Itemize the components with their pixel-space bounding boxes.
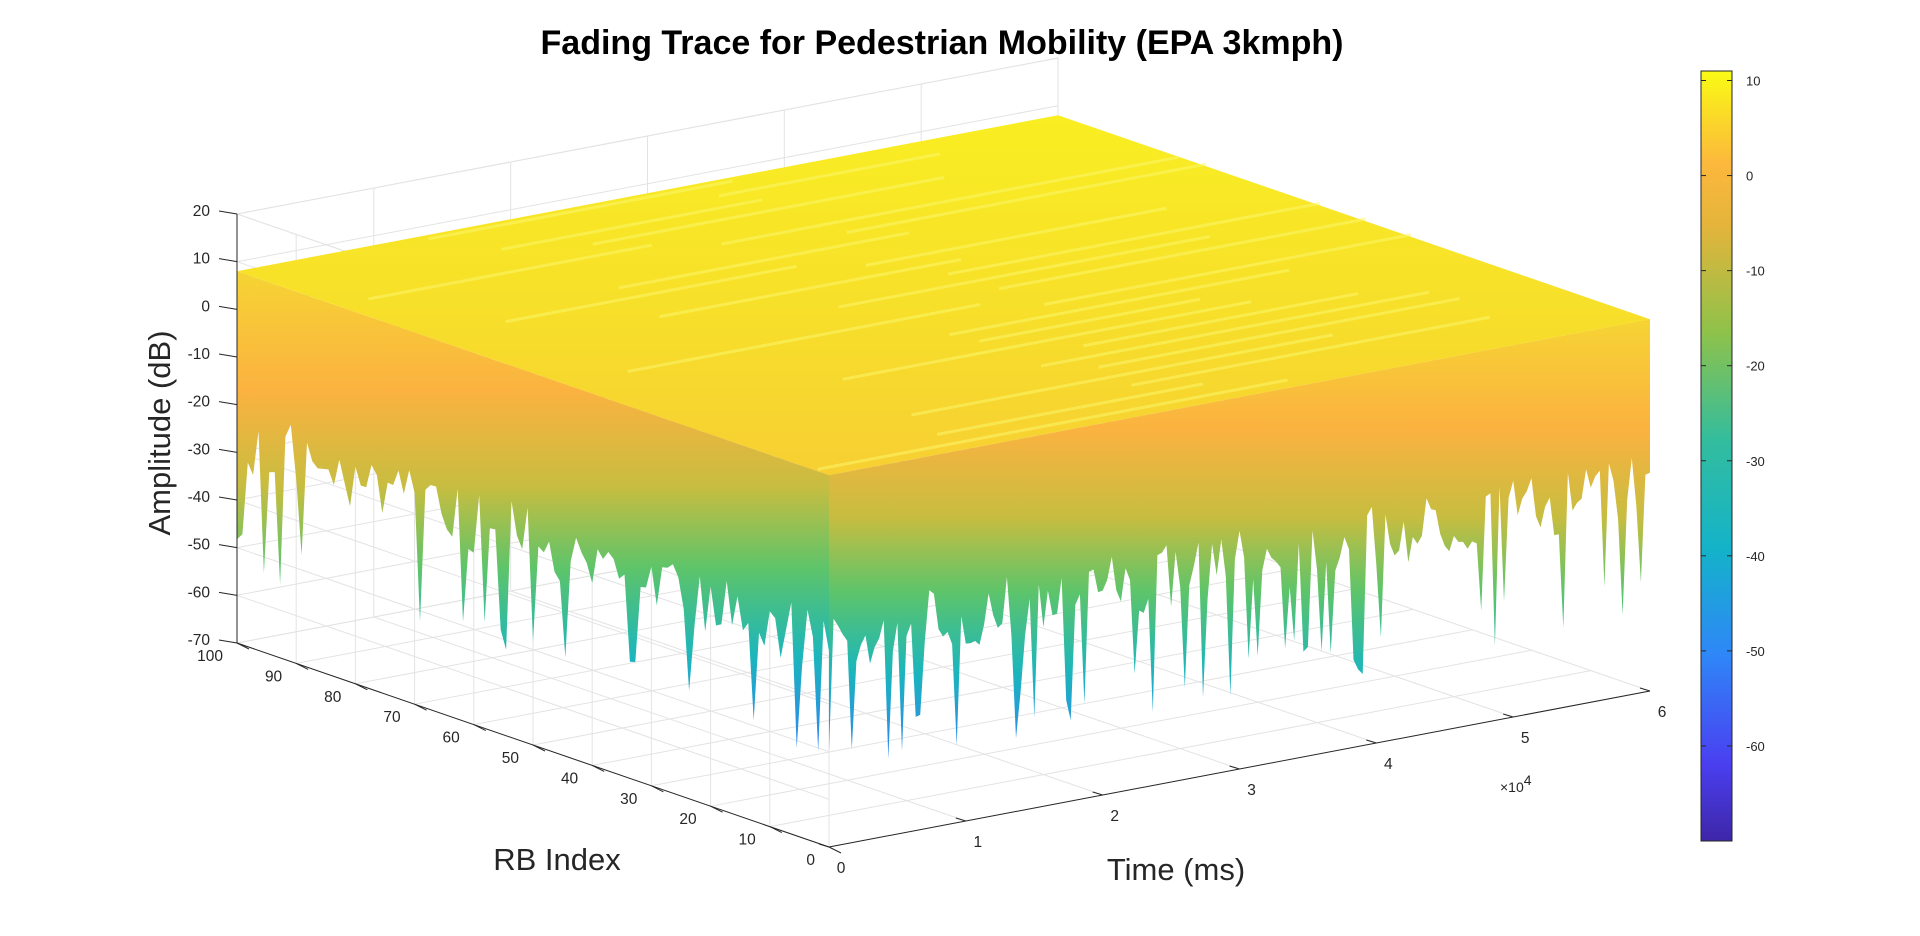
y-tick-label: 10 [739,832,757,849]
x-tick-label: 3 [1247,782,1256,799]
x-tick-label: 5 [1521,730,1530,747]
z-tick-label: -60 [188,584,211,601]
y-tick-label: 50 [502,750,520,767]
y-tick-label: 60 [443,730,461,747]
x-tick-label: 2 [1110,808,1119,825]
z-tick-label: -40 [188,489,211,506]
z-tick-label: -70 [188,632,211,649]
z-tick-label: 10 [193,251,211,268]
x-tick-label: 1 [974,834,983,851]
z-tick-label: 0 [201,298,210,315]
y-tick-label: 100 [197,648,223,665]
y-tick-label: 70 [383,709,401,726]
z-tick-label: 20 [193,203,211,220]
colorbar-tick-label: -60 [1746,739,1765,754]
y-tick-label: 80 [324,689,342,706]
x-tick-label: 4 [1384,756,1393,773]
z-tick-label: -20 [188,394,211,411]
colorbar-tick-label: 0 [1746,169,1753,184]
colorbar-gradient [1700,70,1733,842]
colorbar-tick-label: -50 [1746,644,1765,659]
colorbar-tick-label: -30 [1746,454,1765,469]
y-tick-label: 40 [561,770,579,787]
colorbar-tick-label: -20 [1746,359,1765,374]
y-tick-label: 90 [265,668,283,685]
z-axis-ticks: 20 10 0 -10 -20 -30 -40 -50 -60 -70 [188,203,238,649]
surface-plot [237,115,1650,759]
y-tick-label: 30 [620,791,638,808]
colorbar-tick-label: 10 [1746,74,1760,89]
colorbar-tick-label: -40 [1746,549,1765,564]
colorbar-tick-label: -10 [1746,264,1765,279]
y-tick-label: 20 [679,811,697,828]
x-tick-label: 6 [1658,704,1667,721]
x-axis-label: Time (ms) [1107,852,1245,887]
x-axis-ticks: 0 1 2 3 4 5 6 [818,687,1667,877]
y-tick-label: 0 [806,852,815,869]
y-axis-label: RB Index [493,842,621,877]
z-tick-label: -30 [188,441,211,458]
x-axis-exponent: ×104 [1500,772,1532,795]
chart-title: Fading Trace for Pedestrian Mobility (EP… [541,24,1344,62]
colorbar: 10 0 -10 -20 -30 -40 -50 -60 [1700,70,1765,842]
z-tick-label: -10 [188,346,211,363]
x-tick-label: 0 [837,860,846,877]
z-axis-label: Amplitude (dB) [142,330,177,535]
z-tick-label: -50 [188,537,211,554]
y-axis-ticks: 0 10 20 30 40 50 60 70 80 90 100 [197,642,842,869]
